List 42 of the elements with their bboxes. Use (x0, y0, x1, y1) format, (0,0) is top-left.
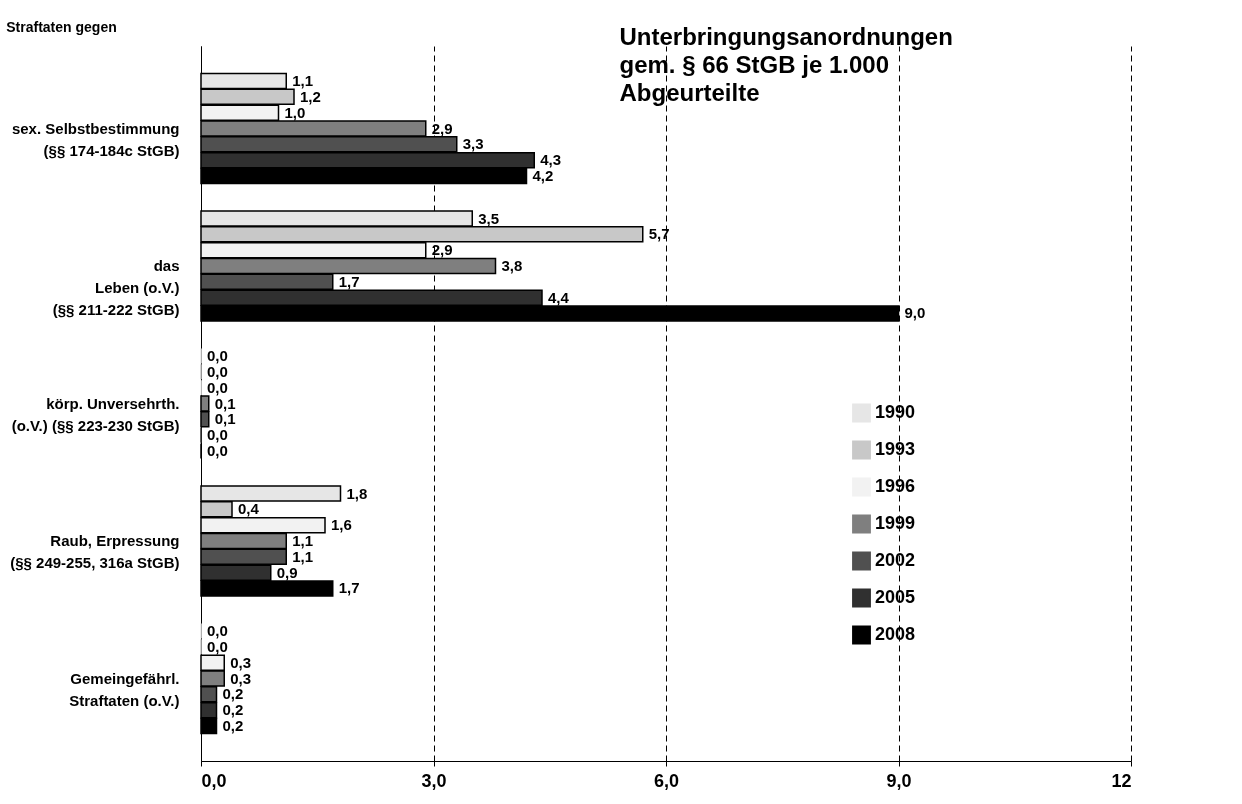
legend-label: 2005 (875, 587, 916, 607)
y-axis-title: Straftaten gegen (6, 18, 117, 35)
data-label: 4,3 (540, 151, 562, 169)
y-tick-label: Raub, Erpressung (§§ 249-255, 316a StGB) (10, 532, 180, 571)
legend-label: 1990 (875, 402, 916, 422)
x-tick-label: 3,0 (421, 770, 447, 791)
y-tick-label: körp. Unversehrth. (o.V.) (§§ 223-230 StGB) (11, 394, 180, 434)
legend-label: 2008 (875, 624, 916, 644)
data-label: 4,4 (548, 288, 570, 306)
x-tick-label: 6,0 (653, 770, 680, 791)
data-label: 3,8 (501, 257, 523, 274)
y-tick-label: sex. Selbstbestimmung (§§ 174-184c StGB) (11, 119, 180, 159)
x-tick-label: 0,0 (201, 770, 227, 791)
legend-label: 1993 (875, 439, 916, 459)
data-label: 0,4 (238, 500, 260, 518)
data-label: 1,7 (338, 272, 360, 290)
data-label: 2,9 (431, 119, 453, 137)
data-label: 1,1 (292, 72, 314, 90)
data-label: 5,7 (648, 225, 670, 243)
data-label: 1,8 (346, 484, 368, 502)
data-label: 0,3 (230, 653, 252, 671)
data-label: 0,0 (207, 426, 228, 444)
data-label: 1,1 (292, 532, 314, 549)
x-tick-label: 12 (1111, 770, 1132, 791)
y-tick-label: das Leben (o.V.) (§§ 211-222 StGB) (52, 257, 180, 318)
data-label: 0,0 (207, 347, 228, 365)
data-label: 0,9 (276, 563, 298, 581)
data-label: 3,5 (478, 209, 500, 227)
data-label: 3,3 (462, 135, 484, 153)
data-label: 1,6 (331, 516, 352, 534)
x-tick-label: 9,0 (886, 770, 912, 791)
legend-label: 2002 (875, 550, 916, 570)
legend-label: 1999 (875, 513, 916, 533)
data-label: 9,0 (904, 304, 926, 322)
chart-title: Unterbringungsanordnungen gem. § 66 StGB je 1.000 Abgeurteilte (619, 23, 953, 106)
data-label: 0,2 (222, 701, 244, 719)
data-label: 2,9 (431, 241, 453, 259)
legend-label: 1996 (875, 476, 916, 496)
data-label: 0,0 (207, 622, 228, 640)
data-label: 1,7 (338, 579, 360, 597)
y-tick-label: Gemeingefährl. Straftaten (o.V.) (69, 669, 180, 709)
data-label: 1,0 (284, 103, 306, 121)
